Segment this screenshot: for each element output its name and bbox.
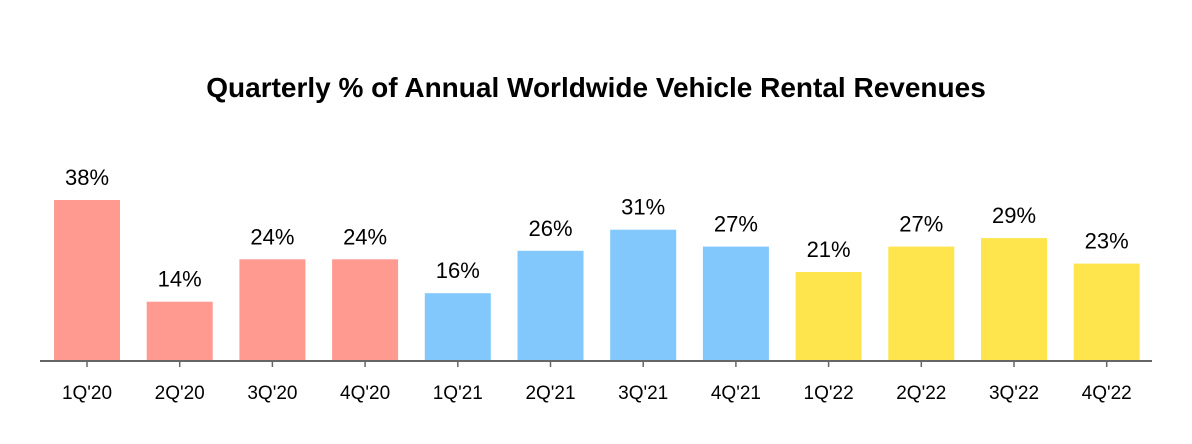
data-label: 14% [158, 267, 202, 292]
x-tick-label: 3Q'21 [618, 383, 668, 404]
bar-1Q22 [795, 272, 862, 361]
bar-4Q20 [332, 259, 399, 361]
x-tick-label: 2Q'22 [896, 383, 946, 404]
x-tick-label: 1Q'22 [804, 383, 854, 404]
bar-2Q22 [888, 246, 955, 361]
data-label: 29% [992, 203, 1036, 228]
bar-2Q21 [517, 250, 584, 361]
x-tick-label: 4Q'22 [1082, 383, 1132, 404]
data-label: 24% [343, 224, 387, 249]
data-label: 24% [250, 224, 294, 249]
data-label: 16% [436, 258, 480, 283]
data-label: 21% [807, 237, 851, 262]
x-tick-label: 3Q'22 [989, 383, 1039, 404]
data-label: 23% [1085, 229, 1129, 254]
bar-2Q20 [146, 301, 213, 361]
bar-1Q21 [424, 293, 491, 361]
data-label: 31% [621, 195, 665, 220]
bar-3Q21 [610, 229, 677, 361]
chart-title: Quarterly % of Annual Worldwide Vehicle … [206, 72, 986, 103]
x-tick-label: 2Q'20 [155, 383, 205, 404]
x-tick-label: 1Q'20 [62, 383, 112, 404]
bar-4Q21 [702, 246, 769, 361]
x-tick-label: 3Q'20 [247, 383, 297, 404]
x-tick-label: 4Q'21 [711, 383, 761, 404]
bar-3Q20 [239, 259, 306, 361]
data-label: 26% [528, 216, 572, 241]
bar-4Q22 [1073, 263, 1140, 361]
bar-3Q22 [981, 238, 1047, 361]
data-label: 27% [899, 212, 943, 237]
data-label: 27% [714, 212, 758, 237]
x-tick-label: 1Q'21 [433, 383, 483, 404]
x-tick-label: 2Q'21 [525, 383, 575, 404]
x-tick-label: 4Q'20 [340, 383, 390, 404]
data-label: 38% [65, 165, 109, 190]
bar-1Q20 [54, 200, 120, 361]
